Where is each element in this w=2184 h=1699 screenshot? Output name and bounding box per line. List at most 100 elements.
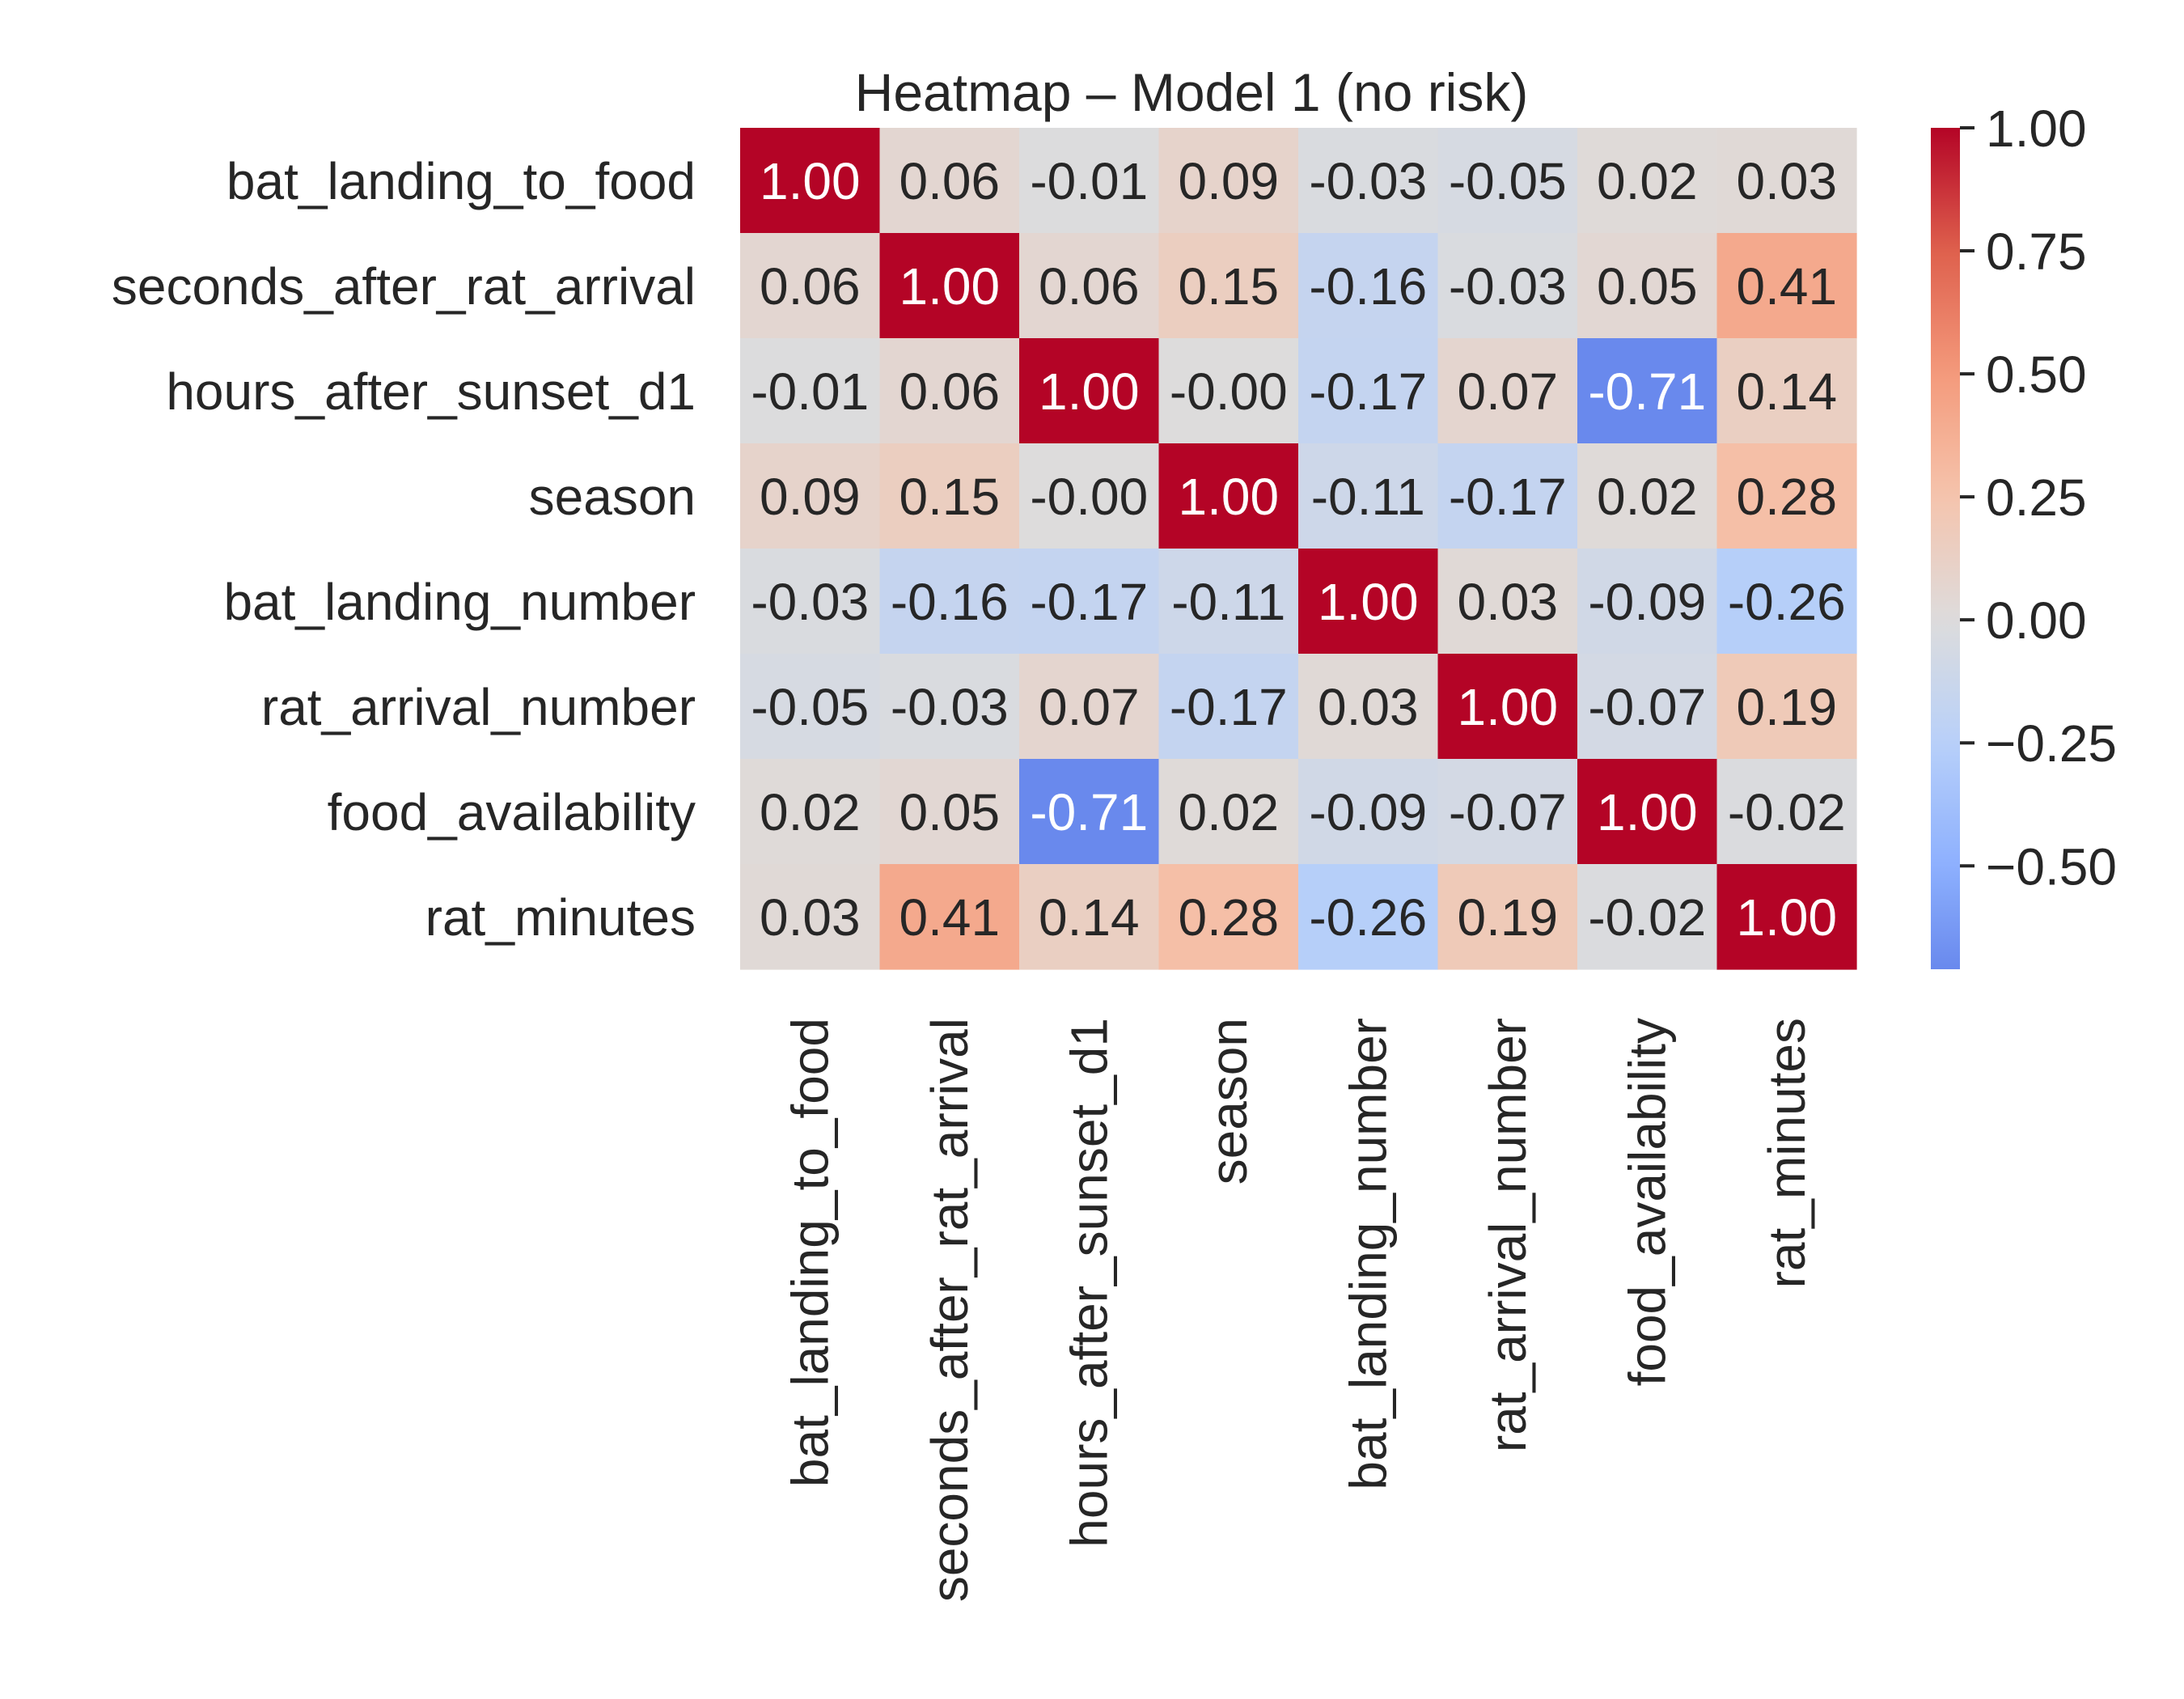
heatmap-cell	[1019, 549, 1160, 655]
column-tick-label: food_availability	[1618, 1018, 1676, 1386]
cell-value-label: -0.03	[1449, 257, 1567, 316]
cell-value-label: -0.09	[1309, 783, 1427, 841]
heatmap-cell	[879, 338, 1020, 444]
heatmap-cell	[1158, 864, 1299, 970]
heatmap-cell	[740, 443, 881, 549]
cell-value-label: 0.06	[899, 152, 1000, 210]
cell-value-label: 0.41	[1736, 257, 1837, 316]
heatmap-cell	[1716, 759, 1857, 865]
heatmap-cell	[879, 549, 1020, 655]
column-tick-label: season	[1200, 1018, 1258, 1184]
cell-value-label: 0.15	[899, 468, 1000, 526]
cell-value-label: -0.01	[751, 362, 869, 421]
heatmap-cell	[1577, 128, 1718, 234]
cell-value-label: 0.28	[1178, 888, 1279, 947]
heatmap-cell	[1716, 654, 1857, 760]
row-tick-label: hours_after_sunset_d1	[166, 362, 696, 421]
row-tick-label: seconds_after_rat_arrival	[112, 257, 696, 316]
colorbar: 1.00 0.75 0.50 0.25 0.00 −0.25 −0.50	[1931, 100, 2117, 969]
cell-value-label: -0.00	[1030, 468, 1148, 526]
column-tick-label: bat_landing_to_food	[781, 1018, 839, 1487]
heatmap-cell	[740, 864, 881, 970]
heatmap-cell	[879, 233, 1020, 339]
cell-value-label: -0.17	[1030, 573, 1148, 631]
cell-value-label: -0.07	[1588, 678, 1706, 736]
heatmap-cell	[1716, 443, 1857, 549]
heatmap-cell	[1158, 654, 1299, 760]
column-tick-label: bat_landing_number	[1339, 1018, 1397, 1490]
heatmap-cell	[1298, 233, 1439, 339]
heatmap-cell	[1437, 549, 1578, 655]
row-labels: bat_landing_to_food seconds_after_rat_arr…	[112, 152, 696, 947]
cell-value-label: 0.03	[760, 888, 861, 947]
cell-value-label: 0.19	[1457, 888, 1558, 947]
heatmap-cell	[1437, 338, 1578, 444]
cell-value-label: -0.02	[1728, 783, 1846, 841]
cell-value-label: 1.00	[760, 152, 861, 210]
row-tick-label: food_availability	[328, 783, 696, 841]
row-tick-label: rat_minutes	[425, 888, 696, 947]
cell-value-label: 0.14	[1039, 888, 1140, 947]
heatmap-cell	[879, 128, 1020, 234]
cell-value-label: 0.05	[899, 783, 1000, 841]
cell-value-label: -0.09	[1588, 573, 1706, 631]
heatmap-cell	[740, 759, 881, 865]
heatmap-cell	[1298, 654, 1439, 760]
row-tick-label: season	[529, 468, 696, 526]
heatmap-cell	[879, 443, 1020, 549]
heatmap-cell	[1577, 443, 1718, 549]
cell-value-label: -0.71	[1030, 783, 1148, 841]
cell-value-label: 0.02	[760, 783, 861, 841]
heatmap-cell	[1577, 338, 1718, 444]
heatmap-cell	[1298, 443, 1439, 549]
row-tick-label: rat_arrival_number	[261, 678, 696, 736]
colorbar-tick-label: −0.25	[1986, 714, 2117, 773]
heatmap-cell	[879, 654, 1020, 760]
heatmap-cell	[1577, 654, 1718, 760]
cell-value-label: -0.02	[1588, 888, 1706, 947]
heatmap-cell	[1577, 864, 1718, 970]
cell-value-label: 1.00	[1318, 573, 1419, 631]
cell-value-label: 0.06	[1039, 257, 1140, 316]
cell-value-label: 1.00	[1178, 468, 1279, 526]
cell-value-label: -0.16	[891, 573, 1009, 631]
cell-value-label: 1.00	[1039, 362, 1140, 421]
heatmap-cell	[1019, 759, 1160, 865]
cell-value-label: 0.09	[760, 468, 861, 526]
cell-value-label: -0.71	[1588, 362, 1706, 421]
cell-value-label: -0.26	[1309, 888, 1427, 947]
cell-value-label: -0.07	[1449, 783, 1567, 841]
heatmap-cell	[1158, 233, 1299, 339]
cell-value-label: 0.07	[1457, 362, 1558, 421]
heatmap-cell	[1298, 338, 1439, 444]
heatmap-cell	[1019, 338, 1160, 444]
heatmap-cell	[1716, 338, 1857, 444]
heatmap-cell	[1298, 759, 1439, 865]
heatmap-cell	[1298, 128, 1439, 234]
heatmap-cell	[740, 549, 881, 655]
cell-value-label: 0.15	[1178, 257, 1279, 316]
cell-value-label: -0.17	[1309, 362, 1427, 421]
cell-value-label: 0.02	[1597, 152, 1698, 210]
cell-value-label: -0.26	[1728, 573, 1846, 631]
heatmap-cell	[1019, 128, 1160, 234]
cell-value-label: 1.00	[1597, 783, 1698, 841]
column-tick-label: rat_arrival_number	[1479, 1018, 1537, 1452]
cell-value-label: 0.07	[1039, 678, 1140, 736]
cell-value-label: -0.01	[1030, 152, 1148, 210]
cell-value-label: -0.05	[1449, 152, 1567, 210]
cell-value-label: -0.17	[1170, 678, 1288, 736]
row-tick-label: bat_landing_to_food	[226, 152, 696, 210]
chart-title: Heatmap – Model 1 (no risk)	[855, 62, 1529, 122]
cell-value-label: -0.00	[1170, 362, 1288, 421]
heatmap-cell	[1577, 759, 1718, 865]
cell-value-label: 0.02	[1178, 783, 1279, 841]
cell-value-label: 0.06	[760, 257, 861, 316]
heatmap-cell	[1716, 128, 1857, 234]
cell-value-label: 0.41	[899, 888, 1000, 947]
heatmap-cell	[1298, 549, 1439, 655]
cell-value-label: 0.02	[1597, 468, 1698, 526]
heatmap-cell	[1716, 864, 1857, 970]
